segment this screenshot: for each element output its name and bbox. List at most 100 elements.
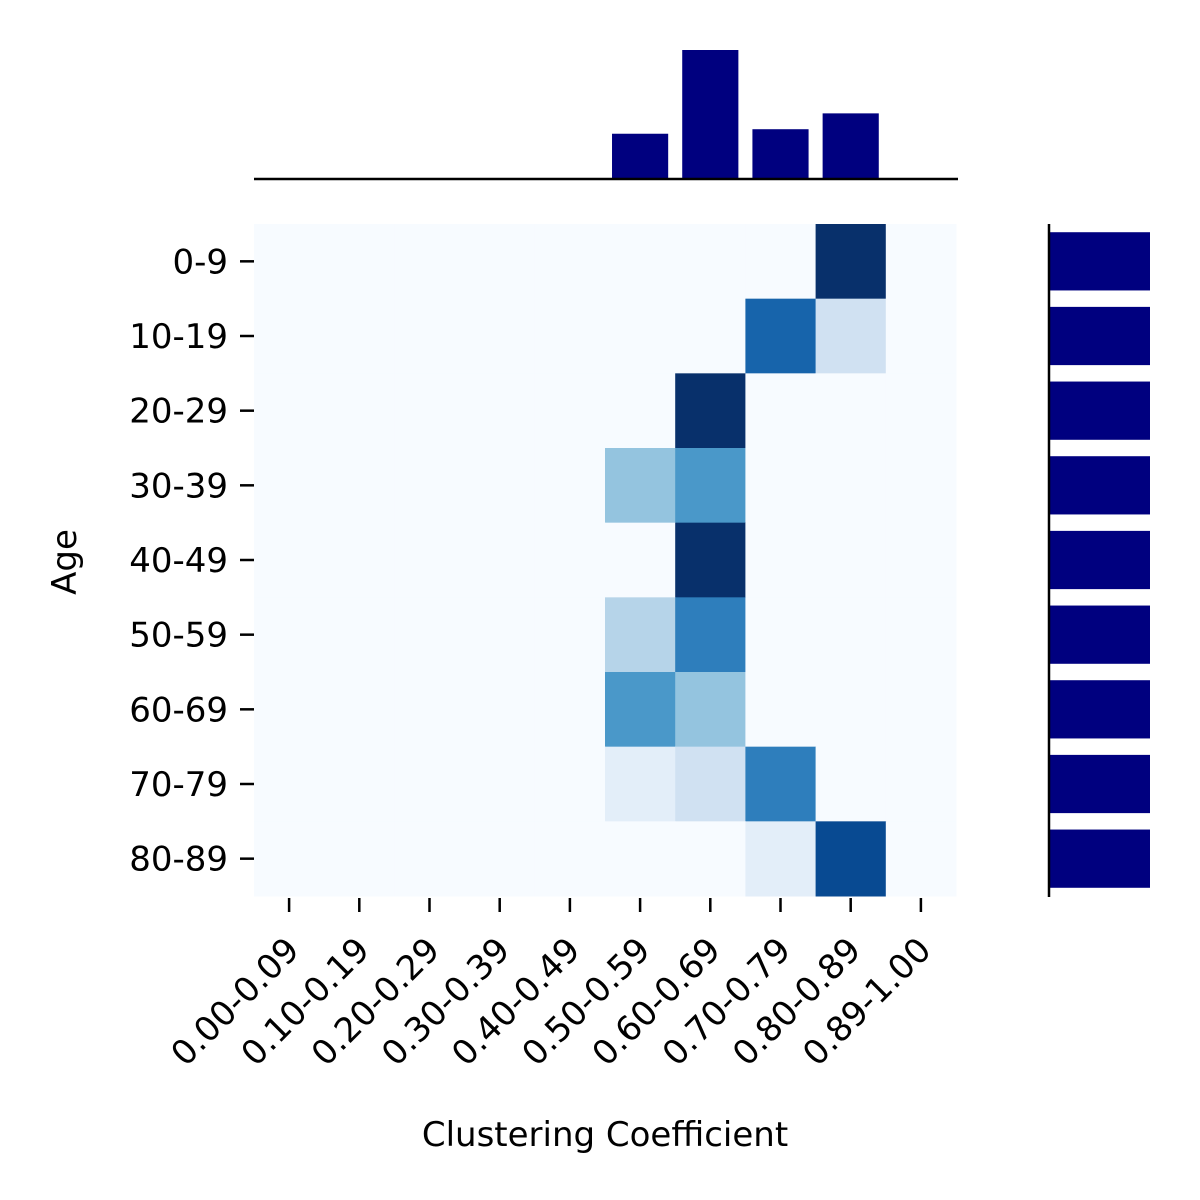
heatmap-cell [464,672,536,748]
y-tick-label: 40-49 [129,541,228,581]
top-histogram-bar [752,129,809,179]
y-tick-label: 20-29 [129,392,228,432]
heatmap-cell [534,448,606,524]
heatmap-cell [815,298,887,374]
heatmap-cell [745,522,817,598]
y-tick-label: 0-9 [172,242,228,282]
right-histogram-bar [1050,754,1150,814]
top-histogram-bar [612,133,669,179]
y-axis-ticks: 0-9 10-19 20-29 30-39 40-49 50-59 60-69 70-79 80… [129,242,254,880]
heatmap-cell [745,298,817,374]
heatmap-cell [885,448,957,524]
heatmap-cell [885,597,957,673]
heatmap-cell [534,373,606,449]
heatmap-cell [745,821,817,897]
heatmap-cell [324,597,395,673]
heatmap-cell [534,298,606,374]
heatmap-cell [254,224,325,300]
heatmap-cell [324,746,395,822]
heatmap-cell [605,821,676,897]
heatmap-cell [254,522,325,598]
right-histogram-bar [1050,680,1150,739]
heatmap-cell [464,746,536,822]
heatmap-cells [254,224,957,897]
heatmap-cell [394,298,466,374]
y-axis-title: Age [45,529,85,595]
heatmap-cell [394,672,466,748]
heatmap-cell [464,224,536,300]
y-tick-label: 80-89 [129,840,228,880]
heatmap-cell [675,373,746,449]
top-histogram-bar [822,113,879,179]
heatmap-cell [815,522,887,598]
heatmap-cell [254,746,325,822]
heatmap-cell [815,672,887,748]
heatmap-cell [815,448,887,524]
heatmap-cell [534,672,606,748]
right-histogram-bar [1050,306,1150,366]
heatmap-cell [745,224,817,300]
heatmap-cell [745,373,817,449]
heatmap-cell [394,224,466,300]
heatmap-cell [885,522,957,598]
heatmap-cell [815,821,887,897]
heatmap-cell [745,746,817,822]
heatmap-cell [464,298,536,374]
heatmap-cell [254,672,325,748]
heatmap-cell [885,746,957,822]
heatmap-cell [815,224,887,300]
right-histogram-bar [1050,829,1150,888]
x-axis-title: Clustering Coefficient [422,1115,788,1155]
heatmap-cell [394,373,466,449]
heatmap-cell [464,597,536,673]
heatmap-cell [324,448,395,524]
heatmap-cell [324,821,395,897]
heatmap-cell [675,746,746,822]
heatmap-cell [885,298,957,374]
heatmap-cell [605,597,676,673]
heatmap-cell [254,597,325,673]
heatmap-cell [324,224,395,300]
heatmap-cell [254,298,325,374]
heatmap-cell [605,373,676,449]
heatmap-cell [534,821,606,897]
y-tick-label: 70-79 [129,765,228,805]
heatmap-cell [885,373,957,449]
heatmap-cell [675,672,746,748]
heatmap-cell [675,224,746,300]
heatmap-cell [605,224,676,300]
heatmap-cell [464,522,536,598]
heatmap-cell [885,821,957,897]
heatmap-cell [885,224,957,300]
heatmap-cell [675,298,746,374]
heatmap-cell [324,672,395,748]
y-tick-label: 50-59 [129,616,228,656]
heatmap-cell [745,672,817,748]
heatmap-cell [815,597,887,673]
heatmap-cell [605,746,676,822]
heatmap-cell [534,597,606,673]
y-tick-label: 60-69 [129,690,228,730]
heatmap-cell [745,597,817,673]
heatmap-cell [675,448,746,524]
right-histogram-bar [1050,530,1150,590]
heatmap-cell [254,373,325,449]
heatmap-cell [675,597,746,673]
heatmap-cell [394,746,466,822]
heatmap-cell [254,821,325,897]
heatmap-cell [605,298,676,374]
heatmap-cell [605,522,676,598]
heatmap-cell [605,448,676,524]
heatmap-cell [324,522,395,598]
right-histogram-bar [1050,381,1150,440]
heatmap-cell [464,373,536,449]
heatmap-cell [534,746,606,822]
right-histogram-bar [1050,605,1150,664]
right-histogram-bar [1050,232,1150,291]
top-marginal-histogram [612,50,879,179]
y-tick-label: 30-39 [129,466,228,506]
heatmap-cell [815,746,887,822]
y-tick-label: 10-19 [129,317,228,357]
heatmap-cell [394,448,466,524]
